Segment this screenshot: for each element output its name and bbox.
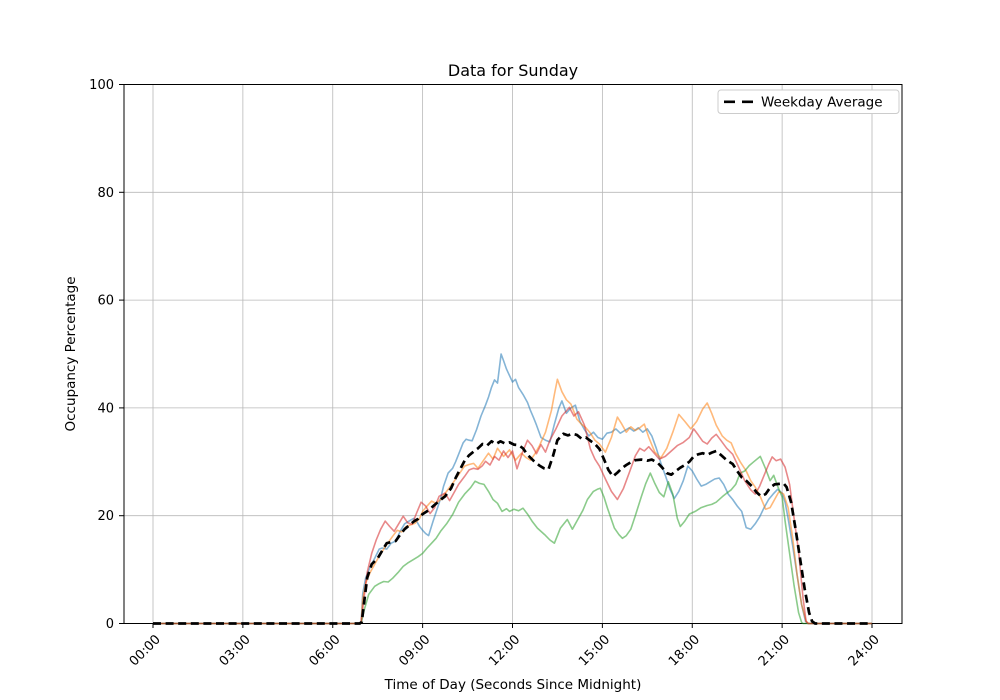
series-line-2 [153,378,872,625]
y-tick-label: 0 [106,617,114,632]
x-tick-label: 03:00 [217,632,254,669]
x-tick-label: 12:00 [486,632,523,669]
legend: Weekday Average [717,89,900,114]
series-line-4 [153,406,872,625]
y-axis-label: Occupancy Percentage [63,276,79,431]
y-tick-label: 20 [97,509,114,524]
y-tick-label: 80 [97,186,114,201]
x-tick-label: 24:00 [846,632,883,669]
x-axis-label: Time of Day (Seconds Since Midnight) [384,677,642,693]
x-tick-label: 00:00 [127,632,164,669]
y-tick-label: 100 [89,78,114,93]
axis-ticks: 00:00 03:00 06:00 09:00 12:00 15:00 18:00 21:00… [89,78,883,669]
chart-title: Data for Sunday [448,61,578,80]
x-tick-label: 09:00 [396,632,433,669]
x-tick-label: 15:00 [576,632,613,669]
legend-label: Weekday Average [761,95,883,111]
legend-box [717,89,900,114]
gridlines [124,84,902,624]
y-tick-label: 40 [97,401,114,416]
plot-border [123,84,903,624]
x-tick-label: 21:00 [756,632,793,669]
series-weekday-average [153,432,872,625]
x-tick-label: 06:00 [306,632,343,669]
x-tick-label: 18:00 [666,632,703,669]
y-tick-label: 60 [97,294,114,309]
series-lines [153,353,872,625]
